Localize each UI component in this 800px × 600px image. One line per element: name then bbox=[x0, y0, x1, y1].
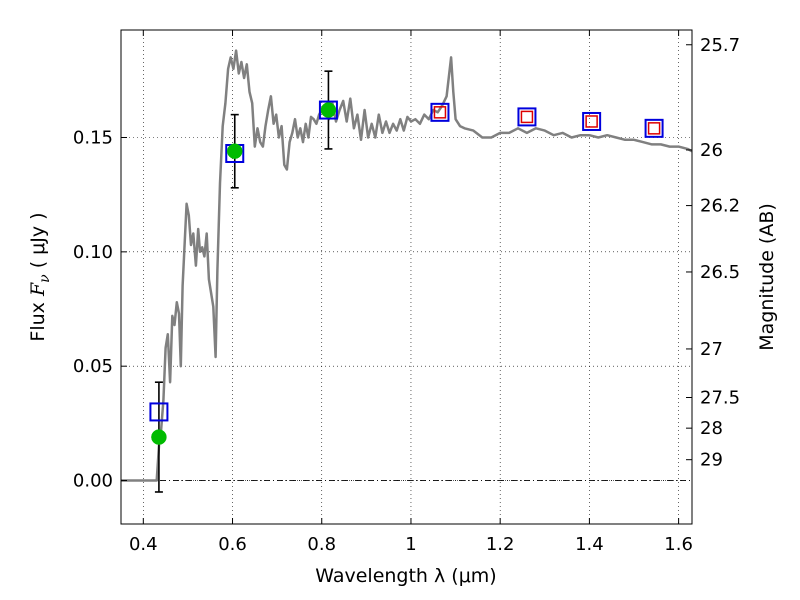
y-axis-title-symbol: F bbox=[27, 282, 49, 297]
secondary-y-axis-title: Magnitude (AB) bbox=[756, 203, 778, 351]
model-inner-marker bbox=[433, 106, 447, 119]
magnitude-tick-label: 26 bbox=[700, 140, 723, 161]
x-tick-label: 1.2 bbox=[486, 534, 515, 555]
observed-point bbox=[320, 102, 337, 118]
y-axis-title-suffix: ( μJy ) bbox=[27, 212, 49, 274]
x-axis-title: Wavelength λ (μm) bbox=[315, 565, 496, 587]
x-tick-label: 1 bbox=[405, 534, 416, 555]
x-tick-label: 1.6 bbox=[664, 534, 693, 555]
observed-point bbox=[151, 429, 167, 445]
y-tick-label: 0.15 bbox=[73, 127, 113, 148]
model-marker bbox=[318, 100, 338, 120]
model-marker bbox=[430, 102, 450, 122]
model-inner-marker bbox=[585, 115, 598, 128]
x-tick-label: 0.8 bbox=[307, 534, 336, 555]
model-marker bbox=[582, 111, 602, 131]
y-tick-label: 0.05 bbox=[73, 356, 113, 377]
y-tick-label: 0.10 bbox=[73, 242, 113, 263]
plot-frame bbox=[120, 29, 693, 525]
magnitude-tick-label: 26.2 bbox=[700, 196, 740, 217]
y-tick-label: 0.00 bbox=[73, 471, 113, 492]
magnitude-tick-label: 27 bbox=[700, 339, 723, 360]
magnitude-tick-label: 27.5 bbox=[700, 388, 740, 409]
y-axis-title-subscript: ν bbox=[37, 274, 53, 283]
model-inner-marker bbox=[647, 122, 661, 135]
magnitude-tick-label: 25.7 bbox=[700, 35, 740, 56]
y-axis-title-prefix: Flux bbox=[27, 296, 49, 342]
x-tick-label: 0.6 bbox=[218, 534, 247, 555]
magnitude-tick-label: 26.5 bbox=[700, 262, 740, 283]
spectrum-series bbox=[121, 49, 693, 482]
axis-ticks: 0.4 0.6 0.8 1 1.2 1.4 1.6 0.00 0.05 0.10 0.15 25.7 2… bbox=[73, 30, 740, 555]
observed-point bbox=[227, 143, 243, 159]
magnitude-tick-label: 28 bbox=[700, 418, 723, 439]
data-marks bbox=[149, 70, 664, 493]
model-marker bbox=[644, 118, 664, 138]
y-axis-title: Flux Fν ( μJy ) bbox=[27, 212, 53, 341]
magnitude-tick-label: 29 bbox=[700, 450, 723, 471]
model-marker bbox=[517, 107, 537, 127]
model-inner-marker bbox=[520, 110, 534, 124]
x-tick-label: 0.4 bbox=[129, 534, 158, 555]
model-marker bbox=[149, 402, 169, 422]
x-tick-label: 1.4 bbox=[575, 534, 604, 555]
